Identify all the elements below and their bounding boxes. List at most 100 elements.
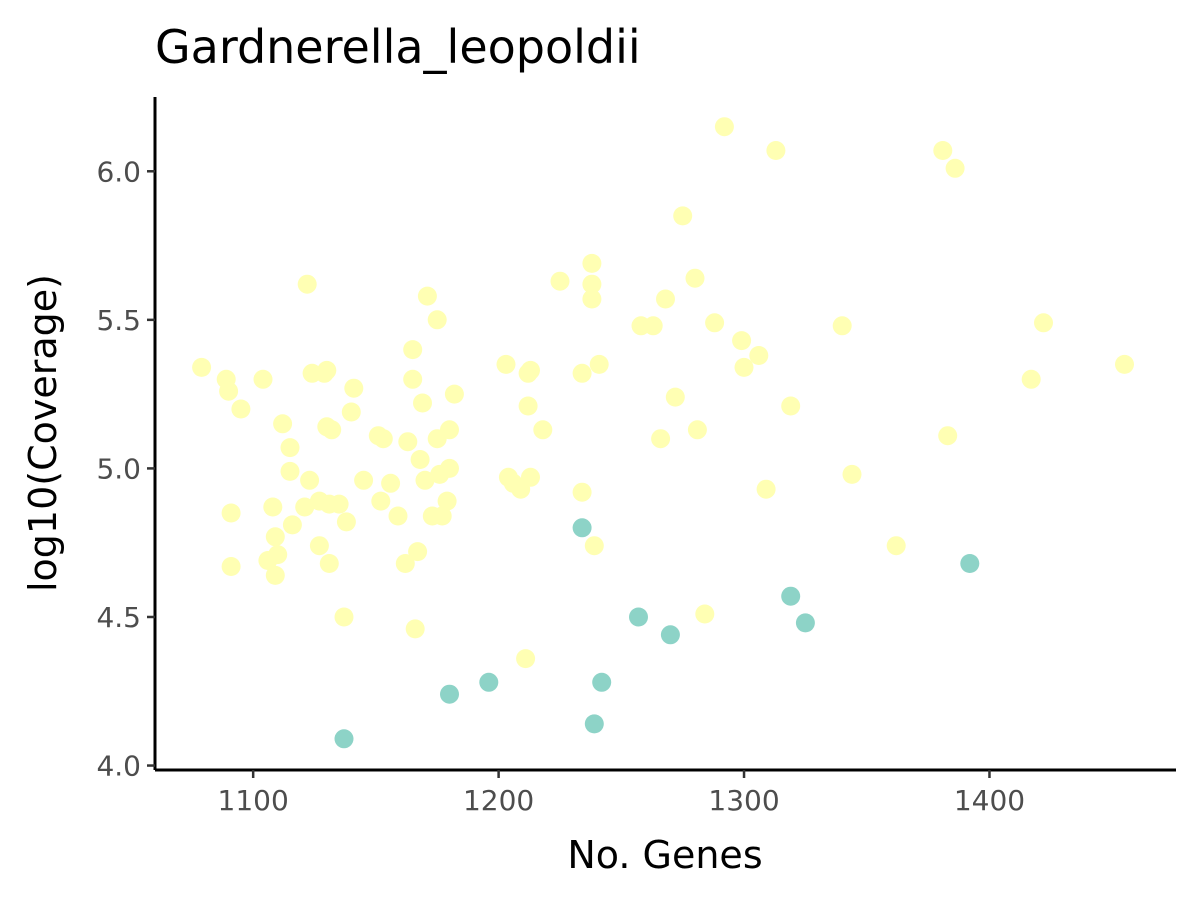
- data-point-s0-30: [336, 512, 356, 532]
- data-point-s0-67: [533, 420, 553, 440]
- data-point-s0-72: [582, 274, 602, 294]
- data-point-s0-2: [219, 381, 239, 401]
- data-point-s1-9: [795, 613, 815, 633]
- data-point-s0-70: [572, 482, 592, 502]
- data-point-s0-29: [334, 607, 354, 627]
- data-point-s0-9: [265, 527, 285, 547]
- data-point-s0-5: [231, 399, 251, 419]
- data-point-s0-15: [282, 515, 302, 535]
- data-point-s0-24: [317, 360, 337, 380]
- data-point-s1-0: [334, 729, 354, 749]
- data-point-s0-36: [373, 429, 393, 449]
- data-point-s0-93: [832, 316, 852, 336]
- data-point-s0-3: [221, 503, 241, 523]
- data-point-s0-68: [550, 271, 570, 291]
- data-point-s0-17: [297, 274, 317, 294]
- data-point-s0-16: [295, 497, 315, 517]
- data-point-s0-44: [408, 542, 428, 562]
- data-point-s0-88: [734, 357, 754, 377]
- y-axis-title: log10(Coverage): [21, 274, 65, 592]
- data-point-s0-77: [643, 316, 663, 336]
- data-point-s0-27: [322, 420, 342, 440]
- data-point-s0-53: [432, 506, 452, 526]
- y-tick-label: 5.5: [96, 304, 141, 337]
- data-point-s0-43: [405, 619, 425, 639]
- data-point-s0-47: [415, 470, 435, 490]
- data-point-s1-4: [584, 714, 604, 734]
- data-point-s0-57: [444, 384, 464, 404]
- data-point-s0-75: [589, 354, 609, 374]
- data-point-s0-45: [410, 450, 430, 469]
- data-point-s0-54: [437, 491, 457, 511]
- data-point-s0-100: [1034, 313, 1053, 333]
- data-point-s0-95: [886, 536, 906, 556]
- chart-title: Gardnerella_leopoldii: [155, 20, 641, 74]
- x-tick-label: 1200: [463, 784, 534, 817]
- data-point-s1-3: [572, 518, 592, 538]
- y-tick-label: 5.0: [96, 452, 141, 485]
- data-point-s0-79: [656, 289, 675, 309]
- data-point-s0-12: [273, 414, 293, 434]
- data-point-s0-94: [842, 464, 862, 484]
- data-point-s0-83: [687, 420, 707, 440]
- data-point-s0-8: [263, 497, 283, 517]
- data-point-s0-99: [1021, 369, 1041, 389]
- data-point-s0-33: [354, 470, 374, 490]
- data-point-s0-91: [766, 141, 786, 160]
- data-point-s0-84: [695, 604, 715, 624]
- x-tick-label: 1400: [954, 784, 1025, 817]
- data-point-s0-48: [417, 286, 437, 306]
- x-tick-label: 1100: [218, 784, 289, 817]
- data-point-s0-78: [651, 429, 671, 449]
- data-point-s0-98: [945, 158, 965, 178]
- data-point-s0-26: [319, 554, 339, 573]
- data-point-s0-6: [253, 369, 273, 389]
- data-point-s1-7: [660, 625, 680, 645]
- data-point-s1-8: [781, 586, 801, 606]
- data-point-s0-51: [427, 310, 447, 330]
- x-tick-label: 1300: [708, 784, 779, 817]
- data-point-s0-89: [749, 346, 769, 365]
- data-point-s0-55: [440, 420, 459, 440]
- data-point-s0-42: [403, 369, 423, 389]
- data-point-s0-21: [309, 536, 329, 556]
- data-point-s0-39: [395, 554, 415, 573]
- points-layer: [192, 117, 1134, 749]
- y-tick-label: 4.5: [96, 601, 141, 634]
- data-point-s1-10: [960, 554, 980, 573]
- data-point-s0-71: [582, 253, 602, 273]
- data-point-s0-11: [268, 545, 288, 565]
- data-point-s0-18: [300, 470, 320, 490]
- data-point-s1-6: [629, 607, 648, 627]
- data-point-s0-85: [705, 313, 725, 333]
- data-point-s0-86: [714, 117, 734, 137]
- y-tick-label: 4.0: [96, 750, 141, 783]
- data-point-s0-35: [371, 491, 391, 511]
- data-point-s1-2: [479, 672, 499, 692]
- data-point-s0-46: [413, 393, 432, 413]
- data-point-s0-80: [665, 387, 685, 407]
- data-point-s0-38: [388, 506, 408, 526]
- data-point-s0-63: [518, 396, 538, 416]
- data-point-s0-40: [398, 432, 418, 452]
- data-point-s0-82: [685, 268, 705, 288]
- data-point-s0-37: [381, 473, 401, 493]
- data-point-s0-14: [280, 461, 300, 481]
- data-point-s0-74: [584, 536, 604, 556]
- data-point-s0-90: [756, 479, 776, 499]
- data-point-s0-101: [1115, 354, 1134, 374]
- data-point-s0-58: [496, 354, 516, 374]
- data-point-s0-87: [732, 331, 752, 351]
- data-point-s0-10: [265, 565, 285, 585]
- data-point-s0-81: [673, 206, 693, 226]
- y-tick-label: 6.0: [96, 155, 141, 188]
- data-point-s0-28: [329, 494, 349, 514]
- x-axis-title: No. Genes: [567, 833, 762, 877]
- y-axis-ticks: 4.0 4.5 5.0 5.5 6.0: [96, 155, 155, 783]
- data-point-s0-31: [341, 402, 361, 422]
- data-point-s0-96: [933, 141, 953, 160]
- data-point-s0-73: [582, 289, 602, 309]
- data-point-s0-66: [521, 467, 540, 487]
- data-point-s0-4: [221, 557, 241, 576]
